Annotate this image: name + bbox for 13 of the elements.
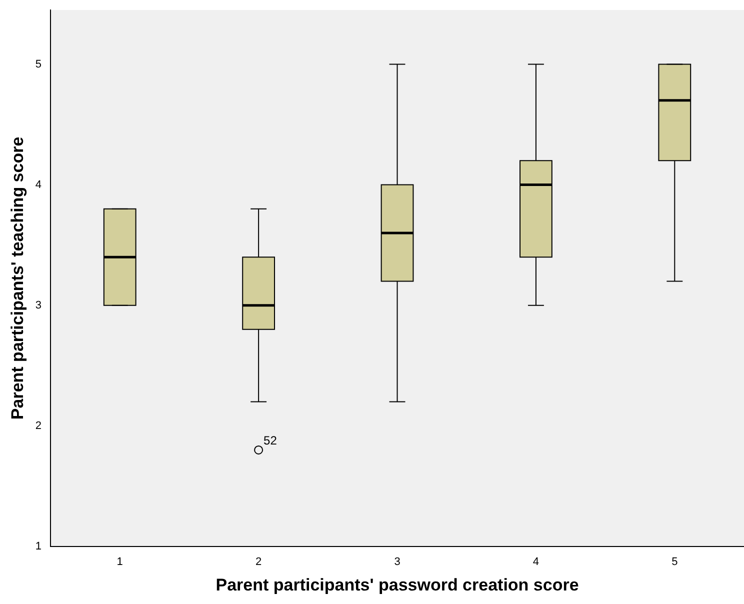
x-tick-label: 1 (116, 556, 123, 568)
y-tick-label: 3 (35, 299, 42, 312)
x-tick-label: 3 (394, 556, 400, 568)
y-tick-label: 2 (35, 420, 42, 432)
x-tick-label: 2 (256, 556, 262, 568)
x-tick-label: 5 (672, 556, 678, 568)
annotation: 52 (264, 433, 278, 448)
x-tick-label: 4 (532, 556, 540, 568)
y-tick-label: 1 (35, 540, 42, 552)
y-tick-label: 4 (35, 178, 42, 191)
x-axis-title: Parent participants' password creation score (216, 575, 579, 594)
y-axis-title: Parent participants' teaching score (8, 136, 27, 420)
y-tick-label: 5 (35, 58, 42, 70)
